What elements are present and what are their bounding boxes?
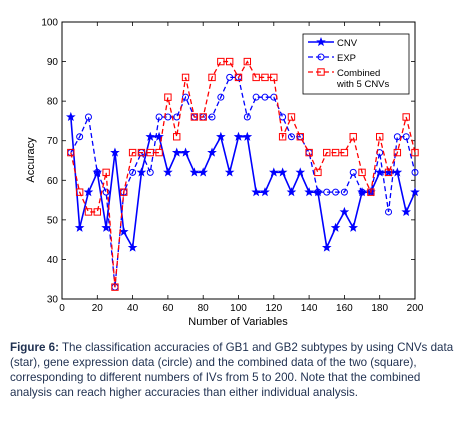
legend-label: EXP <box>337 53 356 64</box>
y-tick-label: 70 <box>47 136 59 147</box>
x-tick-label: 0 <box>59 303 65 314</box>
x-tick-label: 180 <box>371 303 388 314</box>
accuracy-line-chart: 0 20 40 60 80 100 120 140 160 180 200 30 40 50 60 70 80… <box>0 0 461 340</box>
x-tick-label: 140 <box>301 303 318 314</box>
x-tick-label: 160 <box>336 303 353 314</box>
y-tick-label: 50 <box>47 215 59 226</box>
caption-text: The classification accuracies of GB1 and… <box>10 341 453 399</box>
x-tick-label: 40 <box>127 303 139 314</box>
x-tick-label: 200 <box>407 303 424 314</box>
x-tick-label: 80 <box>198 303 210 314</box>
figure-caption: Figure 6: The classification accuracies … <box>10 340 454 400</box>
x-tick-label: 20 <box>92 303 104 314</box>
y-axis-label: Accuracy <box>25 137 37 183</box>
y-tick-labels: 30 40 50 60 70 80 90 100 <box>41 18 58 306</box>
y-tick-label: 60 <box>47 176 59 187</box>
figure-label: Figure 6: <box>10 341 59 354</box>
y-tick-label: 30 <box>47 295 59 306</box>
y-tick-label: 80 <box>47 97 59 108</box>
x-axis-label: Number of Variables <box>188 316 288 328</box>
x-tick-label: 120 <box>265 303 282 314</box>
y-tick-label: 90 <box>47 57 59 68</box>
x-tick-labels: 0 20 40 60 80 100 120 140 160 180 200 <box>59 303 424 314</box>
x-tick-label: 100 <box>230 303 247 314</box>
y-tick-label: 100 <box>41 18 58 29</box>
legend-label: CNV <box>337 38 358 49</box>
legend-label: Combined <box>337 68 380 79</box>
y-tick-label: 40 <box>47 255 59 266</box>
x-tick-label: 60 <box>162 303 174 314</box>
legend-label: with 5 CNVs <box>336 79 390 90</box>
